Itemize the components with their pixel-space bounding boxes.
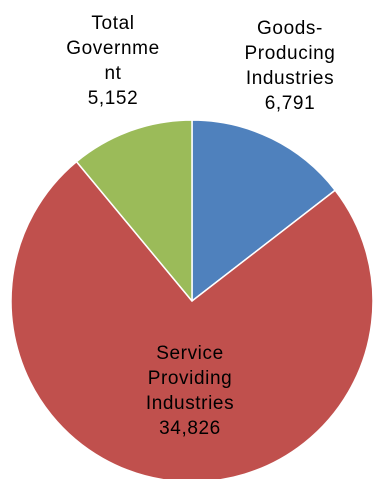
data-label-category-line: Goods- [257, 18, 323, 39]
pie-slice-total-government [75, 119, 193, 302]
data-label-value: 5,152 [88, 88, 139, 109]
pie-slice-goods-producing-industries [191, 119, 336, 302]
data-label-value: 34,826 [159, 418, 221, 439]
data-label-total-government: Total Governme nt 5,152 [66, 13, 160, 109]
data-label-category-line: Governme [66, 38, 160, 59]
data-label-category-line: Industries [246, 68, 334, 89]
data-label-category-line: Providing [148, 368, 233, 389]
data-label-value: 6,791 [265, 93, 316, 114]
data-label-category-line: nt [104, 63, 121, 84]
pie-slice-service-providing-industries [10, 160, 374, 479]
pie-labels: Goods- Producing Industries 6,791 Service Pro… [66, 13, 335, 439]
data-label-category-line: Total [91, 13, 134, 34]
data-label-category-line: Producing [245, 43, 336, 64]
pie-slices [10, 119, 374, 479]
data-label-category-line: Industries [146, 393, 234, 414]
data-label-category-line: Service [156, 343, 224, 364]
data-label-service-providing-industries: Service Providing Industries 34,826 [146, 343, 234, 439]
data-label-goods-producing-industries: Goods- Producing Industries 6,791 [245, 18, 336, 114]
